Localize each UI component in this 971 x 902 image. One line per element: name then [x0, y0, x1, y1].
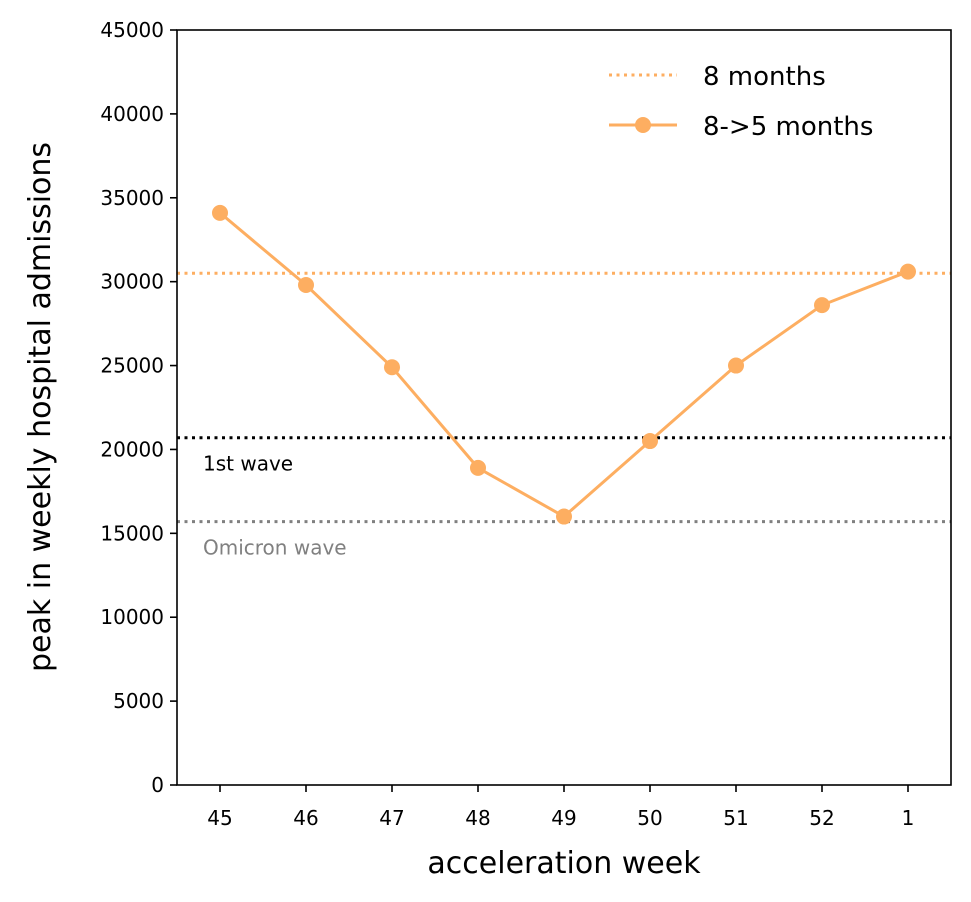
x-tick-label-45: 45 [207, 806, 232, 830]
series-point-49 [556, 508, 572, 525]
x-tick-label-46: 46 [293, 806, 318, 830]
x-tick-label-48: 48 [465, 806, 490, 830]
legend-marker-1 [635, 117, 651, 133]
y-tick-label-25000: 25000 [100, 354, 164, 378]
series-point-50 [642, 433, 658, 450]
series-layer [212, 204, 916, 525]
ticks: 0 5000 10000 15000 20000 25000 30000 35000 40000… [100, 18, 914, 830]
series-line-0 [219, 211, 909, 519]
y-tick-label-35000: 35000 [100, 186, 164, 210]
series-point-45 [212, 204, 228, 221]
series-point-47 [384, 359, 400, 376]
axes [176, 29, 952, 786]
reference-lines: 1st wave Omicron wave [177, 271, 951, 560]
plot-frame [176, 29, 952, 786]
legend: 8 months 8->5 months [609, 62, 873, 142]
legend-label-1: 8->5 months [703, 112, 873, 142]
series-point-51 [728, 357, 744, 374]
y-tick-label-10000: 10000 [100, 605, 164, 629]
reference-label-1st-wave: 1st wave [203, 452, 293, 476]
y-tick-label-5000: 5000 [113, 689, 164, 713]
series-point-46 [298, 277, 314, 294]
x-axis-title: acceleration week [427, 846, 701, 881]
x-tick-label-52: 52 [809, 806, 834, 830]
y-tick-label-15000: 15000 [100, 521, 164, 545]
x-tick-label-49: 49 [551, 806, 576, 830]
y-tick-label-45000: 45000 [100, 18, 164, 42]
reference-label-omicron-wave: Omicron wave [203, 536, 347, 560]
x-tick-label-51: 51 [723, 806, 748, 830]
y-tick-label-40000: 40000 [100, 102, 164, 126]
y-tick-label-20000: 20000 [100, 437, 164, 461]
x-tick-label-50: 50 [637, 806, 662, 830]
x-tick-label-1: 1 [902, 806, 915, 830]
y-tick-label-0: 0 [151, 773, 164, 797]
x-tick-label-47: 47 [379, 806, 404, 830]
series-point-52 [814, 297, 830, 314]
series-point-48 [470, 459, 486, 476]
legend-label-0: 8 months [703, 62, 826, 92]
y-tick-label-30000: 30000 [100, 270, 164, 294]
series-point-1 [900, 263, 916, 280]
y-axis-title: peak in weekly hospital admissions [23, 142, 58, 672]
